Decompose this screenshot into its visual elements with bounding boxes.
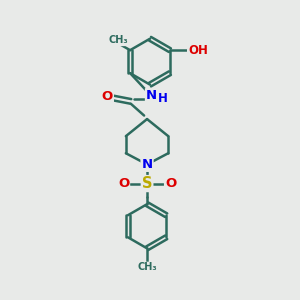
- Text: O: O: [102, 90, 113, 103]
- Text: O: O: [118, 177, 129, 190]
- Text: H: H: [158, 92, 168, 105]
- Text: N: N: [146, 89, 157, 102]
- Text: CH₃: CH₃: [108, 35, 128, 45]
- Text: S: S: [142, 176, 152, 191]
- Text: O: O: [165, 177, 176, 190]
- Text: CH₃: CH₃: [137, 262, 157, 272]
- Text: OH: OH: [188, 44, 208, 57]
- Text: N: N: [142, 158, 153, 171]
